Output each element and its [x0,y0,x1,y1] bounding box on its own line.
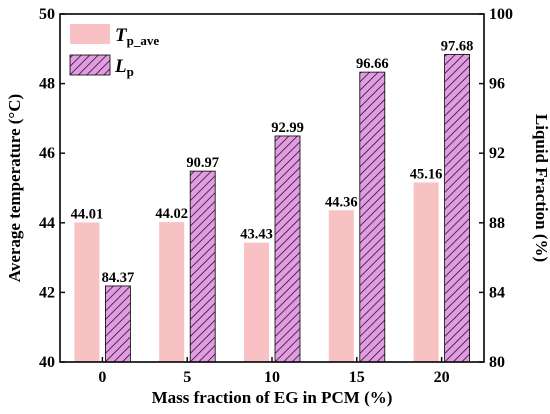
data-label-tp-ave-0: 44.01 [71,206,104,222]
y-tick-label-left-40: 40 [39,354,55,371]
y-tick-label-right-80: 80 [489,354,505,371]
y-tick-label-left-44: 44 [39,215,55,232]
y-tick-label-right-84: 84 [489,284,505,301]
data-label-tp-ave-20: 45.16 [410,166,443,182]
y-tick-label-right-100: 100 [489,6,513,23]
y-tick-label-right-88: 88 [489,215,505,232]
data-label-tp-ave-15: 44.36 [325,194,358,210]
legend-label-lp: Lp [114,56,134,79]
bar-tp-ave-20 [413,182,439,362]
data-label-lp-10: 92.99 [271,120,304,136]
bar-tp-ave-5 [159,222,185,362]
x-tick-label-20: 20 [434,369,450,386]
y-tick-label-left-48: 48 [39,76,55,93]
bar-lp-20 [444,53,471,363]
y-tick-label-left-42: 42 [39,284,55,301]
bar-lp-15 [359,71,386,363]
x-tick-label-0: 0 [98,369,106,386]
bar-lp-10 [274,135,301,363]
legend-label-tp-ave: Tp_ave [115,25,159,48]
data-label-lp-15: 96.66 [356,56,389,72]
y-tick-label-left-50: 50 [39,6,55,23]
data-label-lp-0: 84.37 [102,270,135,286]
ticks-layer: 0 5 10 15 20 40 42 44 46 48 50 80 84 88 92 96 100 [39,6,513,386]
data-label-tp-ave-10: 43.43 [240,227,273,243]
bar-tp-ave-0 [74,222,100,362]
x-tick-label-10: 10 [264,369,280,386]
y-axis-title-right: Liquid Fraction (%) [532,114,550,262]
y-tick-label-right-96: 96 [489,76,505,93]
legend: Tp_ave Lp [69,24,159,79]
y-tick-label-right-92: 92 [489,145,505,162]
data-label-tp-ave-5: 44.02 [155,206,188,222]
data-label-lp-20: 97.68 [441,38,474,54]
bars-layer [74,53,471,363]
y-axis-title-left: Average temperature (°C) [5,94,24,282]
bar-tp-ave-15 [328,210,354,362]
data-labels-layer: 44.01 84.37 44.02 90.97 43.43 92.99 44.36 96.66… [71,38,474,286]
y-tick-label-left-46: 46 [39,145,55,162]
legend-swatch-lp [69,54,111,76]
data-label-lp-5: 90.97 [186,155,219,171]
x-axis-title: Mass fraction of EG in PCM (%) [152,388,393,407]
legend-swatch-tp-ave [70,24,110,44]
bar-tp-ave-10 [244,242,269,362]
x-tick-label-5: 5 [183,369,191,386]
x-tick-label-15: 15 [349,369,365,386]
bar-lp-0 [105,285,131,363]
bar-lp-5 [189,170,216,363]
